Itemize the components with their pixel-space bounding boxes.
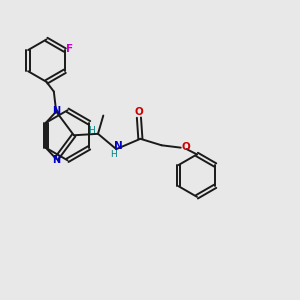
Text: O: O [182,142,190,152]
Text: H: H [88,126,95,135]
Text: N: N [52,154,60,165]
Text: F: F [66,44,74,54]
Text: N: N [52,106,60,116]
Text: O: O [135,107,143,117]
Text: H: H [110,150,117,159]
Text: N: N [114,141,123,151]
